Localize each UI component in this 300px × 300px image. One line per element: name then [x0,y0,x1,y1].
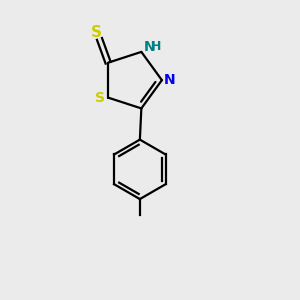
Text: H: H [151,40,162,53]
Text: N: N [143,40,155,53]
Text: S: S [91,25,102,40]
Text: N: N [164,73,176,87]
Text: S: S [95,91,105,105]
